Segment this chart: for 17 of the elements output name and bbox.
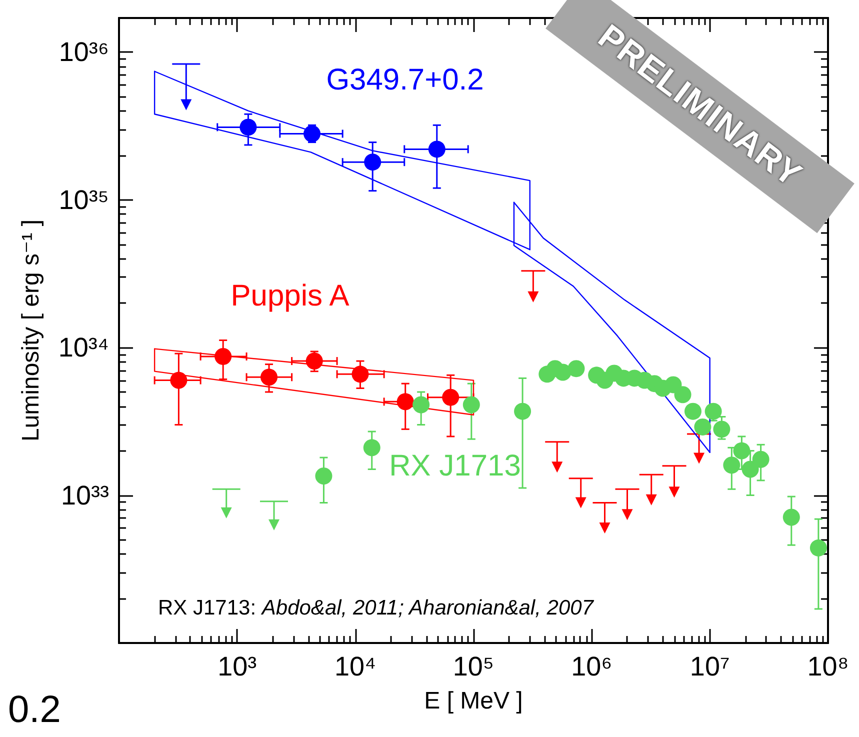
series-label: RX J1713 bbox=[389, 450, 521, 482]
y-tick-label: 10³³ bbox=[60, 480, 110, 510]
x-tick-label: 10⁷ bbox=[690, 652, 730, 682]
x-tick-label: 10⁸ bbox=[807, 652, 849, 682]
y-tick-label: 10³⁴ bbox=[58, 332, 109, 363]
x-tick-label: 10⁶ bbox=[571, 652, 612, 682]
x-axis-title: E [ MeV ] bbox=[424, 688, 523, 714]
series-label: Puppis A bbox=[230, 280, 350, 312]
x-tick-label: 10⁵ bbox=[452, 652, 494, 682]
annotation: RX J1713: Abdo&al, 2011; Aharonian&al, 2007 bbox=[158, 596, 595, 620]
y-tick-label: 10³⁵ bbox=[58, 184, 109, 215]
x-tick-label: 10³ bbox=[218, 652, 257, 682]
y-axis-title: Luminosity [ erg s⁻¹ ] bbox=[18, 219, 44, 442]
text: 0.2 bbox=[8, 688, 61, 732]
y-tick-label: 10³⁶ bbox=[58, 37, 109, 68]
series-label: G349.7+0.2 bbox=[326, 64, 484, 96]
x-tick-label: 10⁴ bbox=[334, 652, 376, 682]
